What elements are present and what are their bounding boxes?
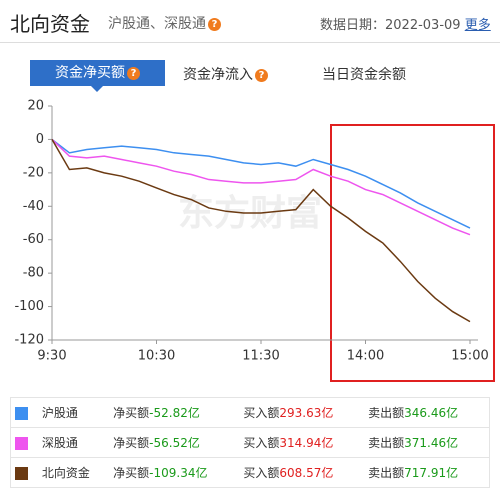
date: 2022-03-09	[385, 18, 461, 33]
y-tick-label: -80	[23, 266, 44, 281]
help-icon[interactable]	[127, 66, 140, 80]
cell-label: 净买额	[113, 436, 150, 450]
help-icon[interactable]	[208, 17, 221, 31]
y-tick-label: -60	[23, 232, 44, 247]
summary-cell: 买入额314.94亿	[239, 427, 365, 458]
swatch	[10, 457, 38, 488]
summary-row: 北向资金 净买额-109.34亿 买入额608.57亿 卖出额717.91亿	[10, 457, 490, 488]
cell-value: 314.94亿	[279, 436, 334, 450]
summary-row: 沪股通 净买额-52.82亿 买入额293.63亿 卖出额346.46亿	[10, 397, 490, 428]
cell-value: 717.91亿	[404, 466, 459, 480]
subtitle: 沪股通、深股通	[108, 13, 221, 33]
x-tick-label: 15:00	[451, 349, 488, 364]
tab-label: 资金净流入	[183, 67, 253, 83]
cell-value: 293.63亿	[279, 406, 334, 420]
series-name: 北向资金	[37, 457, 110, 488]
date-label: 数据日期：	[320, 18, 386, 33]
tab-active[interactable]: 资金净买额	[30, 60, 165, 86]
x-tick-label: 9:30	[37, 349, 66, 364]
series-name: 深股通	[37, 427, 110, 458]
color-swatch	[15, 406, 28, 420]
divider	[0, 42, 500, 43]
cell-label: 卖出额	[368, 466, 405, 480]
cell-label: 净买额	[113, 406, 150, 420]
summary-cell: 卖出额371.46亿	[364, 427, 490, 458]
cell-value: -52.82亿	[149, 406, 200, 420]
color-swatch	[15, 466, 28, 480]
y-tick-label: -40	[23, 199, 44, 214]
y-tick-label: 0	[36, 132, 44, 147]
cell-label: 卖出额	[368, 436, 405, 450]
series-line	[51, 138, 471, 236]
summary-row: 深股通 净买额-56.52亿 买入额314.94亿 卖出额371.46亿	[10, 427, 490, 458]
cell-label: 净买额	[113, 466, 150, 480]
cell-label: 卖出额	[368, 406, 405, 420]
cell-label: 买入额	[243, 436, 280, 450]
series-name: 沪股通	[37, 397, 110, 428]
tab-pointer	[91, 86, 103, 92]
summary-cell: 卖出额346.46亿	[364, 397, 490, 428]
help-icon[interactable]	[255, 68, 268, 82]
series-line	[51, 138, 471, 229]
highlight-box	[330, 124, 495, 382]
y-tick-label: -120	[14, 333, 44, 348]
summary-cell: 买入额608.57亿	[239, 457, 365, 488]
date-info: 数据日期：2022-03-09 更多	[320, 14, 491, 33]
tab[interactable]: 资金净流入	[183, 64, 268, 84]
cell-value: 346.46亿	[404, 406, 459, 420]
series-line	[51, 139, 471, 323]
subtitle-text: 沪股通、深股通	[108, 16, 206, 32]
y-tick-label: 20	[27, 99, 44, 114]
cell-label: 买入额	[243, 466, 280, 480]
swatch	[10, 397, 38, 428]
summary-cell: 净买额-52.82亿	[109, 397, 240, 428]
y-tick-label: -100	[14, 299, 44, 314]
summary-cell: 净买额-56.52亿	[109, 427, 240, 458]
cell-value: -56.52亿	[149, 436, 200, 450]
x-tick-label: 10:30	[138, 349, 175, 364]
summary-table: 沪股通 净买额-52.82亿 买入额293.63亿 卖出额346.46亿 深股通 净买额-…	[10, 397, 490, 488]
x-tick-label: 14:00	[347, 349, 384, 364]
summary-cell: 卖出额717.91亿	[364, 457, 490, 488]
tab[interactable]: 当日资金余额	[322, 67, 406, 83]
title: 北向资金	[10, 12, 90, 36]
cell-label: 买入额	[243, 406, 280, 420]
swatch	[10, 427, 38, 458]
cell-value: 608.57亿	[279, 466, 334, 480]
x-tick-label: 11:30	[242, 349, 279, 364]
cell-value: -109.34亿	[149, 466, 208, 480]
summary-cell: 净买额-109.34亿	[109, 457, 240, 488]
summary-cell: 买入额293.63亿	[239, 397, 365, 428]
cell-value: 371.46亿	[404, 436, 459, 450]
more-link[interactable]: 更多	[464, 18, 491, 33]
color-swatch	[15, 436, 28, 450]
y-tick-label: -20	[23, 165, 44, 180]
tab-label: 资金净买额	[55, 65, 125, 81]
